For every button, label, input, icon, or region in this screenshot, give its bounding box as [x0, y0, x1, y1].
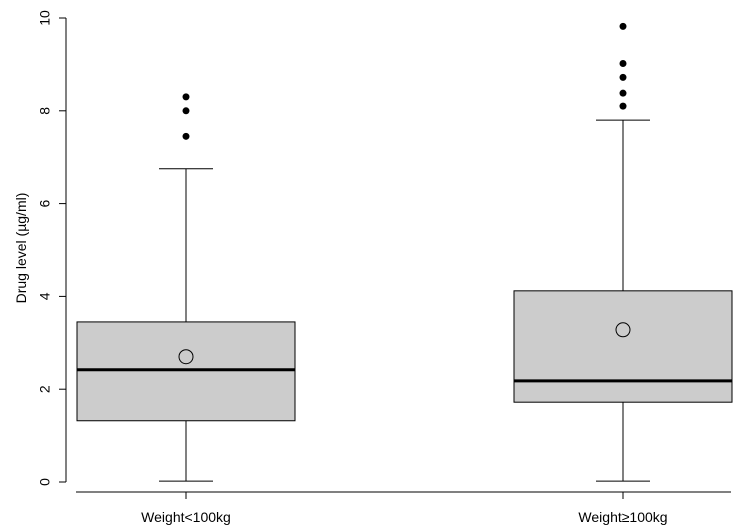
x-tick-label-1: Weight<100kg [141, 509, 231, 525]
y-tick-label-6: 6 [37, 199, 53, 207]
box-group-1 [76, 93, 296, 482]
y-tick-label-0: 0 [37, 478, 53, 486]
outlier-1-2 [182, 107, 190, 115]
y-axis-label: Drug level (µg/ml) [13, 193, 29, 304]
y-tick-label-2: 2 [37, 385, 53, 393]
mean-marker-2 [615, 322, 631, 338]
outlier-1-3 [182, 93, 190, 101]
outlier-1-1 [182, 132, 190, 140]
y-axis: 0 2 4 6 8 10 [37, 10, 67, 486]
outlier-2-3 [619, 73, 627, 81]
y-tick-label-8: 8 [37, 107, 53, 115]
boxes-layer [76, 22, 733, 482]
outlier-2-2 [619, 89, 627, 97]
y-tick-label-10: 10 [37, 10, 53, 26]
x-axis: Weight<100kg Weight≥100kg [76, 491, 731, 525]
x-tick-label-2: Weight≥100kg [578, 509, 667, 525]
box-group-2 [513, 22, 733, 482]
box-1 [76, 321, 296, 422]
outlier-2-5 [619, 22, 627, 30]
outlier-2-4 [619, 59, 627, 67]
y-tick-label-4: 4 [37, 292, 53, 300]
box-2 [513, 290, 733, 403]
outlier-2-1 [619, 102, 627, 110]
mean-marker-1 [178, 349, 194, 365]
